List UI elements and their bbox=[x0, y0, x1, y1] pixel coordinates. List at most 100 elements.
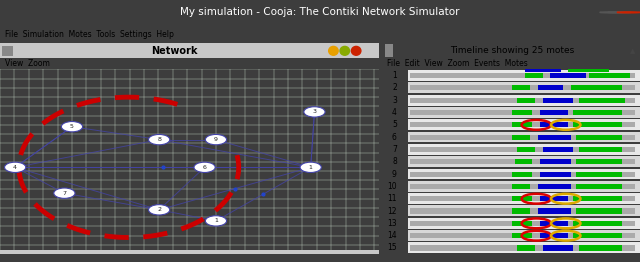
FancyBboxPatch shape bbox=[0, 250, 379, 254]
Circle shape bbox=[617, 12, 640, 13]
FancyBboxPatch shape bbox=[408, 230, 640, 241]
Text: 13: 13 bbox=[387, 219, 397, 228]
FancyBboxPatch shape bbox=[512, 135, 530, 140]
FancyBboxPatch shape bbox=[410, 98, 635, 103]
Text: Timeline showing 25 motes: Timeline showing 25 motes bbox=[450, 46, 574, 55]
FancyBboxPatch shape bbox=[543, 147, 573, 152]
FancyBboxPatch shape bbox=[408, 95, 640, 106]
FancyBboxPatch shape bbox=[576, 135, 622, 140]
FancyBboxPatch shape bbox=[538, 184, 571, 189]
Circle shape bbox=[600, 12, 623, 13]
FancyBboxPatch shape bbox=[410, 85, 635, 90]
FancyBboxPatch shape bbox=[410, 209, 635, 214]
FancyBboxPatch shape bbox=[410, 221, 635, 226]
FancyBboxPatch shape bbox=[512, 122, 532, 127]
FancyBboxPatch shape bbox=[408, 242, 640, 253]
Text: 3: 3 bbox=[312, 110, 316, 114]
Text: 14: 14 bbox=[387, 231, 397, 240]
FancyBboxPatch shape bbox=[579, 98, 625, 103]
Text: 5: 5 bbox=[392, 120, 397, 129]
Text: 5: 5 bbox=[70, 124, 74, 129]
FancyBboxPatch shape bbox=[573, 196, 622, 201]
Circle shape bbox=[304, 107, 325, 117]
Circle shape bbox=[205, 134, 227, 145]
FancyBboxPatch shape bbox=[579, 147, 622, 152]
Text: 7: 7 bbox=[392, 145, 397, 154]
FancyBboxPatch shape bbox=[408, 82, 640, 93]
Circle shape bbox=[300, 162, 321, 172]
FancyBboxPatch shape bbox=[571, 85, 622, 90]
Text: 12: 12 bbox=[387, 206, 397, 216]
FancyBboxPatch shape bbox=[525, 73, 543, 78]
FancyBboxPatch shape bbox=[410, 245, 635, 250]
Circle shape bbox=[194, 162, 215, 172]
FancyBboxPatch shape bbox=[512, 184, 530, 189]
FancyBboxPatch shape bbox=[410, 233, 635, 238]
Text: ▲: ▲ bbox=[630, 48, 635, 54]
FancyBboxPatch shape bbox=[568, 67, 609, 72]
FancyBboxPatch shape bbox=[512, 110, 532, 115]
Circle shape bbox=[61, 122, 83, 132]
FancyBboxPatch shape bbox=[408, 205, 640, 216]
FancyBboxPatch shape bbox=[410, 73, 635, 78]
Text: View  Zoom: View Zoom bbox=[4, 59, 49, 68]
Circle shape bbox=[148, 205, 170, 215]
FancyBboxPatch shape bbox=[410, 184, 635, 189]
FancyBboxPatch shape bbox=[410, 159, 635, 164]
FancyBboxPatch shape bbox=[408, 218, 640, 229]
FancyBboxPatch shape bbox=[512, 209, 530, 214]
FancyBboxPatch shape bbox=[408, 168, 640, 179]
FancyBboxPatch shape bbox=[410, 147, 635, 152]
FancyBboxPatch shape bbox=[540, 221, 568, 226]
Text: 1: 1 bbox=[392, 71, 397, 80]
FancyBboxPatch shape bbox=[543, 245, 573, 250]
FancyBboxPatch shape bbox=[550, 73, 586, 78]
Circle shape bbox=[608, 12, 631, 13]
FancyBboxPatch shape bbox=[517, 147, 535, 152]
FancyBboxPatch shape bbox=[512, 172, 532, 177]
FancyBboxPatch shape bbox=[408, 70, 640, 81]
FancyBboxPatch shape bbox=[512, 221, 532, 226]
FancyBboxPatch shape bbox=[408, 156, 640, 167]
FancyBboxPatch shape bbox=[543, 98, 573, 103]
Text: 11: 11 bbox=[387, 194, 397, 203]
Text: 1: 1 bbox=[214, 219, 218, 223]
FancyBboxPatch shape bbox=[576, 172, 622, 177]
Text: 9: 9 bbox=[392, 170, 397, 179]
FancyBboxPatch shape bbox=[525, 67, 561, 72]
Text: 4: 4 bbox=[392, 108, 397, 117]
FancyBboxPatch shape bbox=[408, 193, 640, 204]
Text: 10: 10 bbox=[387, 182, 397, 191]
Circle shape bbox=[205, 216, 227, 226]
FancyBboxPatch shape bbox=[573, 221, 622, 226]
FancyBboxPatch shape bbox=[538, 135, 571, 140]
Text: 6: 6 bbox=[203, 165, 207, 170]
FancyBboxPatch shape bbox=[515, 159, 532, 164]
Text: 1: 1 bbox=[308, 165, 312, 170]
FancyBboxPatch shape bbox=[408, 107, 640, 118]
FancyBboxPatch shape bbox=[512, 85, 530, 90]
Text: 6: 6 bbox=[392, 133, 397, 142]
FancyBboxPatch shape bbox=[512, 196, 532, 201]
FancyBboxPatch shape bbox=[410, 135, 635, 140]
FancyBboxPatch shape bbox=[2, 46, 13, 56]
FancyBboxPatch shape bbox=[576, 209, 622, 214]
FancyBboxPatch shape bbox=[517, 245, 535, 250]
Ellipse shape bbox=[329, 46, 338, 55]
FancyBboxPatch shape bbox=[573, 110, 622, 115]
FancyBboxPatch shape bbox=[589, 73, 630, 78]
Text: My simulation - Cooja: The Contiki Network Simulator: My simulation - Cooja: The Contiki Netwo… bbox=[180, 7, 460, 17]
Text: 2: 2 bbox=[157, 207, 161, 212]
FancyBboxPatch shape bbox=[410, 122, 635, 127]
FancyBboxPatch shape bbox=[384, 254, 640, 255]
Text: File  Edit  View  Zoom  Events  Motes: File Edit View Zoom Events Motes bbox=[387, 59, 528, 68]
Text: 3: 3 bbox=[392, 96, 397, 105]
FancyBboxPatch shape bbox=[408, 119, 640, 130]
FancyBboxPatch shape bbox=[540, 172, 571, 177]
Text: 4: 4 bbox=[13, 165, 17, 170]
FancyBboxPatch shape bbox=[573, 233, 622, 238]
FancyBboxPatch shape bbox=[408, 132, 640, 143]
FancyBboxPatch shape bbox=[540, 233, 568, 238]
FancyBboxPatch shape bbox=[512, 233, 532, 238]
FancyBboxPatch shape bbox=[408, 144, 640, 155]
